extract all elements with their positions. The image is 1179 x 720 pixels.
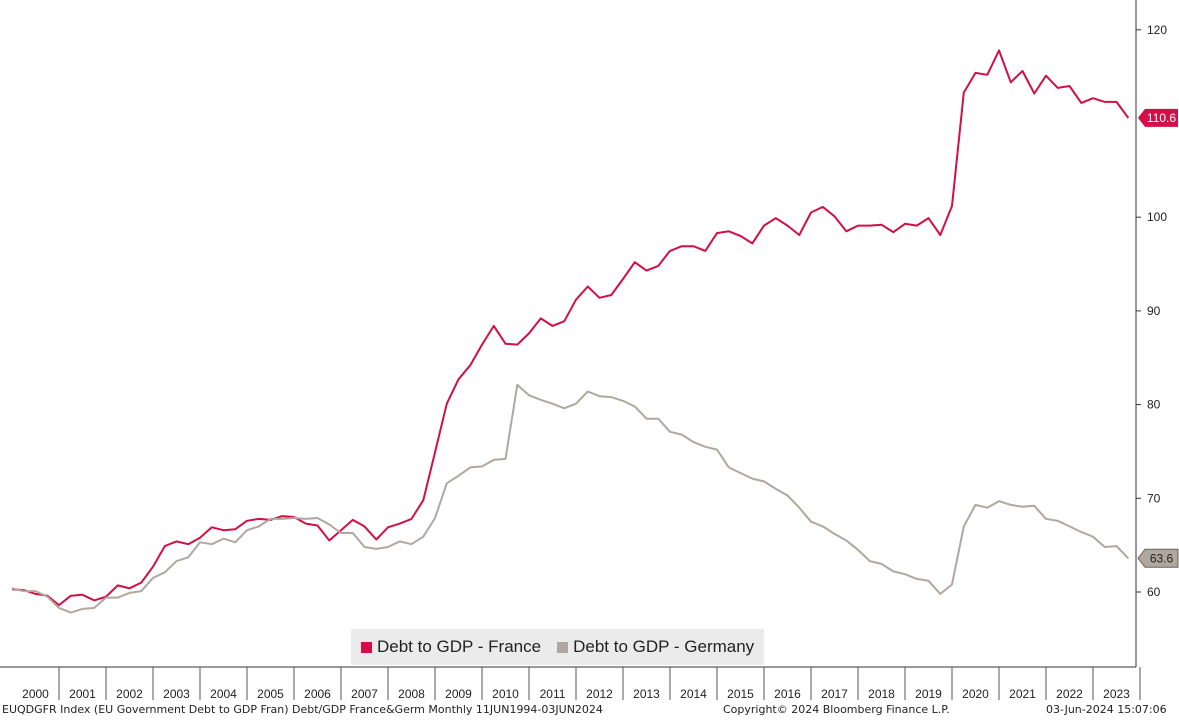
x-tick-label: 2001 bbox=[69, 687, 96, 701]
y-tick-label: 120 bbox=[1147, 23, 1167, 37]
x-tick-label: 2020 bbox=[962, 687, 989, 701]
x-tick-label: 2006 bbox=[304, 687, 331, 701]
last-value-labels: 110.6 63.6 bbox=[1137, 108, 1179, 568]
x-tick-label: 2007 bbox=[351, 687, 378, 701]
series-line-0 bbox=[11, 49, 1130, 607]
footer-timestamp: 03-Jun-2024 15:07:06 bbox=[1046, 703, 1167, 716]
x-tick-label: 2021 bbox=[1009, 687, 1036, 701]
legend-item-france: Debt to GDP - France bbox=[361, 637, 541, 657]
x-tick-label: 2014 bbox=[680, 687, 707, 701]
x-tick-label: 2003 bbox=[163, 687, 190, 701]
x-tick-label: 2016 bbox=[774, 687, 801, 701]
x-tick-label: 2019 bbox=[915, 687, 942, 701]
y-tick-label: 80 bbox=[1147, 398, 1161, 412]
last-value-badge-0 bbox=[1138, 108, 1178, 127]
x-tick-label: 2012 bbox=[586, 687, 613, 701]
x-tick-label: 2010 bbox=[492, 687, 519, 701]
x-tick-label: 2005 bbox=[257, 687, 284, 701]
legend-swatch-france bbox=[361, 641, 372, 653]
last-value-badge-1 bbox=[1137, 548, 1179, 568]
series-line-1 bbox=[11, 383, 1130, 614]
x-tick-label: 2017 bbox=[821, 687, 848, 701]
x-tick-label: 2023 bbox=[1103, 687, 1130, 701]
footer-copyright: Copyright© 2024 Bloomberg Finance L.P. bbox=[723, 703, 950, 716]
x-tick-label: 2009 bbox=[445, 687, 472, 701]
x-tick-label: 2018 bbox=[868, 687, 895, 701]
x-tick-label: 2013 bbox=[633, 687, 660, 701]
last-value-text-1: 63.6 bbox=[1150, 551, 1174, 565]
y-tick-label: 60 bbox=[1147, 585, 1161, 599]
last-value-text-0: 110.6 bbox=[1147, 111, 1176, 125]
y-tick-label: 70 bbox=[1147, 491, 1161, 505]
x-tick-label: 2011 bbox=[540, 687, 566, 701]
axes-layer: 60 70 80 90 100 120 2000 2001 2002 2003 2004 2005 20… bbox=[0, 0, 1167, 701]
legend: Debt to GDP - France Debt to GDP - Germa… bbox=[351, 629, 765, 665]
legend-label-france: Debt to GDP - France bbox=[377, 637, 542, 656]
x-tick-label: 2008 bbox=[398, 687, 425, 701]
x-tick-label: 2015 bbox=[727, 687, 754, 701]
y-tick-label: 100 bbox=[1147, 210, 1167, 224]
x-tick-label: 2000 bbox=[22, 687, 49, 701]
legend-label-germany: Debt to GDP - Germany bbox=[573, 637, 755, 656]
legend-swatch-germany bbox=[557, 641, 569, 653]
x-tick-label: 2022 bbox=[1056, 687, 1083, 701]
x-tick-label: 2004 bbox=[210, 687, 237, 701]
series-layer bbox=[11, 49, 1130, 614]
y-tick-label: 90 bbox=[1147, 304, 1161, 318]
legend-item-germany: Debt to GDP - Germany bbox=[557, 637, 754, 657]
footer-index-description: EUQDGFR Index (EU Government Debt to GDP… bbox=[2, 703, 603, 716]
x-tick-label: 2002 bbox=[116, 687, 143, 701]
